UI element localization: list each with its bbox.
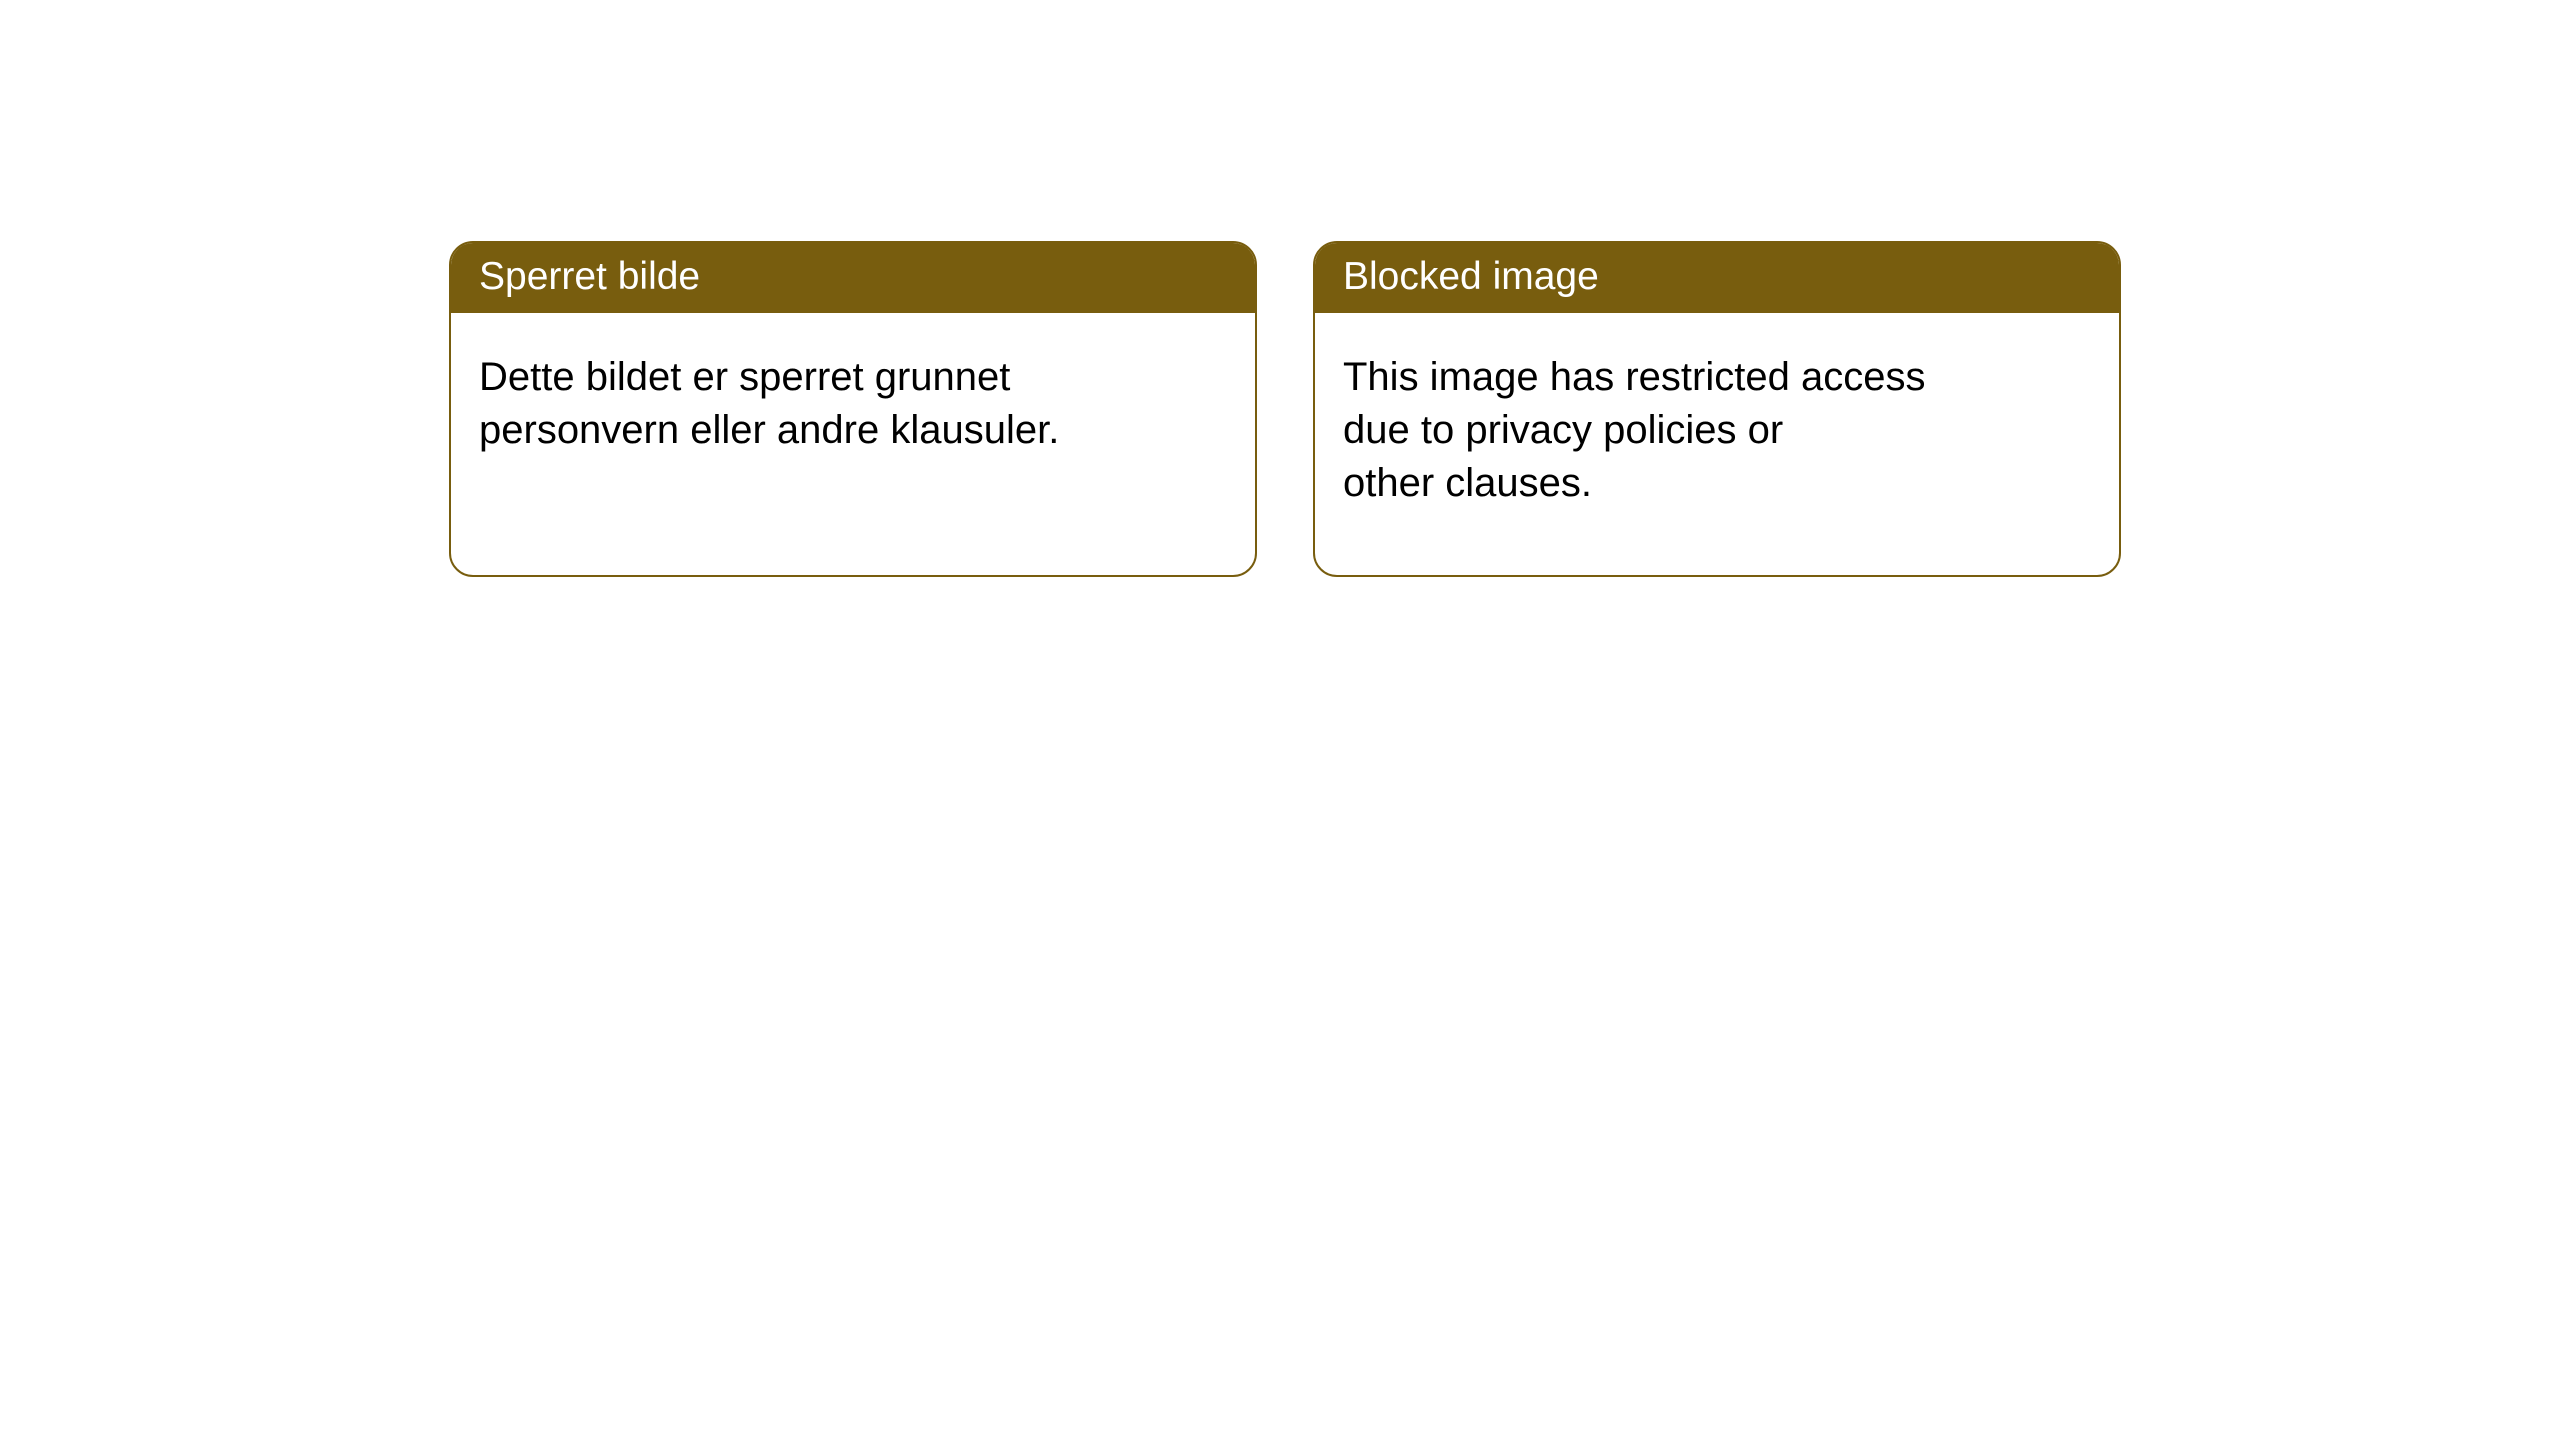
notice-container: Sperret bilde Dette bildet er sperret gr… <box>0 0 2560 577</box>
notice-body: Dette bildet er sperret grunnet personve… <box>451 313 1255 495</box>
notice-title: Sperret bilde <box>451 243 1255 313</box>
notice-card-norwegian: Sperret bilde Dette bildet er sperret gr… <box>449 241 1257 577</box>
notice-body: This image has restricted access due to … <box>1315 313 2119 547</box>
notice-title: Blocked image <box>1315 243 2119 313</box>
notice-card-english: Blocked image This image has restricted … <box>1313 241 2121 577</box>
